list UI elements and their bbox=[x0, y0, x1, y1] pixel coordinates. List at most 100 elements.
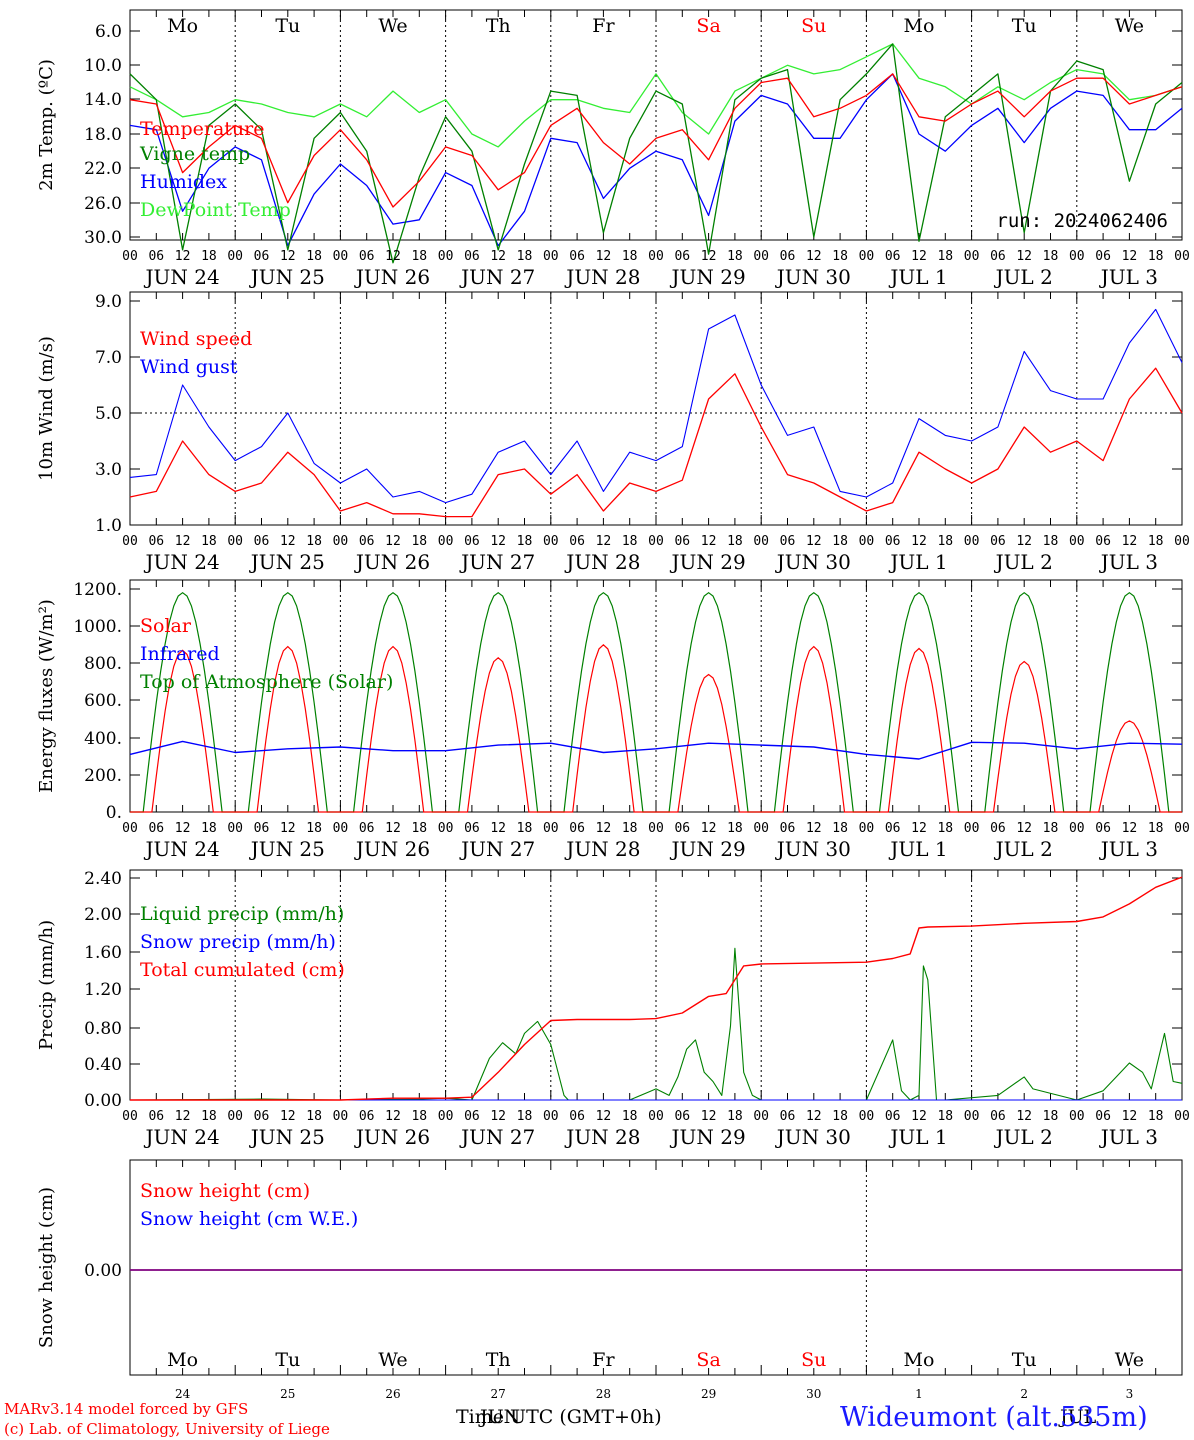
hour-tick-label: 00 bbox=[543, 249, 559, 264]
hour-tick-label: 18 bbox=[411, 249, 427, 264]
hour-tick-label: 18 bbox=[727, 821, 743, 836]
day-number-label: 1 bbox=[915, 1387, 923, 1401]
month-overlap-label: JUN bbox=[480, 1406, 521, 1428]
weekday-label: Mo bbox=[904, 15, 935, 37]
hour-tick-label: 18 bbox=[832, 821, 848, 836]
hour-tick-label: 18 bbox=[306, 1109, 322, 1124]
hour-tick-label: 06 bbox=[148, 534, 164, 549]
hour-tick-label: 06 bbox=[569, 249, 585, 264]
date-label: JUN 26 bbox=[354, 837, 430, 861]
hour-tick-label: 18 bbox=[306, 534, 322, 549]
y-tick-label: 0. bbox=[106, 803, 122, 823]
hour-tick-label: 00 bbox=[859, 249, 875, 264]
y-tick-label: 9.0 bbox=[95, 292, 122, 312]
hour-tick-label: 18 bbox=[832, 1109, 848, 1124]
hour-tick-label: 00 bbox=[753, 534, 769, 549]
date-label: JUN 27 bbox=[459, 837, 535, 861]
hour-tick-label: 12 bbox=[806, 821, 822, 836]
series-liquid-precip-mm-h- bbox=[129, 947, 1183, 1101]
series-total-cumulated-cm- bbox=[130, 876, 1183, 1101]
date-label: JUL 1 bbox=[888, 837, 947, 861]
hour-tick-label: 18 bbox=[411, 821, 427, 836]
date-label: JUN 28 bbox=[564, 837, 640, 861]
legend-temperature: Temperature bbox=[140, 118, 264, 140]
legend-snow-height-cm-: Snow height (cm) bbox=[140, 1180, 310, 1202]
y-tick-label: 1.20 bbox=[84, 980, 122, 1000]
y-axis-title: Precip (mm/h) bbox=[36, 920, 57, 1050]
hour-tick-label: 00 bbox=[122, 821, 138, 836]
hour-tick-label: 12 bbox=[175, 249, 191, 264]
day-number-label: 24 bbox=[175, 1387, 191, 1401]
y-tick-label: 30.0 bbox=[84, 228, 122, 248]
date-label: JUN 30 bbox=[775, 550, 851, 574]
hour-tick-label: 12 bbox=[1016, 1109, 1032, 1124]
date-label: JUN 27 bbox=[459, 265, 535, 289]
date-label: JUL 2 bbox=[994, 550, 1053, 574]
hour-tick-label: 18 bbox=[937, 249, 953, 264]
hour-tick-label: 06 bbox=[569, 1109, 585, 1124]
date-label: JUL 3 bbox=[1099, 837, 1158, 861]
hour-tick-label: 18 bbox=[937, 534, 953, 549]
weekday-label: Fr bbox=[592, 1349, 615, 1371]
hour-tick-label: 06 bbox=[885, 1109, 901, 1124]
date-label: JUN 27 bbox=[459, 550, 535, 574]
hour-tick-label: 18 bbox=[1043, 1109, 1059, 1124]
date-label: JUN 28 bbox=[564, 1125, 640, 1149]
weekday-label: Fr bbox=[592, 15, 615, 37]
date-label: JUL 2 bbox=[994, 837, 1053, 861]
hour-tick-label: 00 bbox=[648, 249, 664, 264]
hour-tick-label: 06 bbox=[464, 534, 480, 549]
hour-tick-label: 06 bbox=[885, 249, 901, 264]
hour-tick-label: 12 bbox=[175, 1109, 191, 1124]
hour-tick-label: 06 bbox=[464, 249, 480, 264]
legend-wind-gust: Wind gust bbox=[140, 356, 238, 378]
hour-tick-label: 00 bbox=[543, 534, 559, 549]
hour-tick-label: 06 bbox=[990, 534, 1006, 549]
hour-tick-label: 06 bbox=[359, 534, 375, 549]
date-label: JUN 29 bbox=[670, 837, 746, 861]
hour-tick-label: 18 bbox=[1148, 534, 1164, 549]
hour-tick-label: 00 bbox=[543, 1109, 559, 1124]
hour-tick-label: 18 bbox=[727, 249, 743, 264]
hour-tick-label: 00 bbox=[227, 249, 243, 264]
hour-tick-label: 18 bbox=[517, 534, 533, 549]
hour-tick-label: 12 bbox=[701, 1109, 717, 1124]
hour-tick-label: 06 bbox=[1095, 821, 1111, 836]
hour-tick-label: 06 bbox=[148, 1109, 164, 1124]
date-label: JUN 29 bbox=[670, 1125, 746, 1149]
hour-tick-label: 00 bbox=[438, 1109, 454, 1124]
hour-tick-label: 00 bbox=[964, 821, 980, 836]
hour-tick-label: 18 bbox=[622, 534, 638, 549]
date-label: JUN 24 bbox=[144, 550, 220, 574]
date-label: JUN 27 bbox=[459, 1125, 535, 1149]
station-name: Wideumont (alt.535m) bbox=[840, 1402, 1148, 1433]
y-tick-label: 200. bbox=[84, 766, 122, 786]
hour-tick-label: 00 bbox=[648, 821, 664, 836]
hour-tick-label: 06 bbox=[1095, 1109, 1111, 1124]
hour-tick-label: 00 bbox=[438, 249, 454, 264]
legend-wind-speed: Wind speed bbox=[140, 328, 252, 350]
hour-tick-label: 12 bbox=[280, 1109, 296, 1124]
hour-tick-label: 06 bbox=[990, 249, 1006, 264]
date-label: JUN 29 bbox=[670, 265, 746, 289]
date-label: JUN 30 bbox=[775, 1125, 851, 1149]
hour-tick-label: 18 bbox=[411, 1109, 427, 1124]
hour-tick-label: 12 bbox=[490, 821, 506, 836]
y-tick-label: 22.0 bbox=[84, 159, 122, 179]
hour-tick-label: 06 bbox=[359, 1109, 375, 1124]
series-dewpoint-temp bbox=[129, 43, 1183, 148]
hour-tick-label: 06 bbox=[674, 1109, 690, 1124]
hour-tick-label: 06 bbox=[674, 821, 690, 836]
hour-tick-label: 00 bbox=[122, 249, 138, 264]
date-label: JUL 3 bbox=[1099, 550, 1158, 574]
date-label: JUN 25 bbox=[249, 1125, 325, 1149]
hour-tick-label: 12 bbox=[175, 534, 191, 549]
date-label: JUL 2 bbox=[994, 265, 1053, 289]
hour-tick-label: 00 bbox=[438, 534, 454, 549]
time-axis-title: Time UTC (GMT+0h) bbox=[456, 1406, 662, 1428]
hour-tick-label: 12 bbox=[911, 249, 927, 264]
y-tick-label: 600. bbox=[84, 691, 122, 711]
hour-tick-label: 12 bbox=[490, 249, 506, 264]
panel-5: 0.00 Snow height (cm) Snow height (cm) Snow… bbox=[36, 1159, 1183, 1401]
series-vigne-temp bbox=[129, 43, 1183, 264]
